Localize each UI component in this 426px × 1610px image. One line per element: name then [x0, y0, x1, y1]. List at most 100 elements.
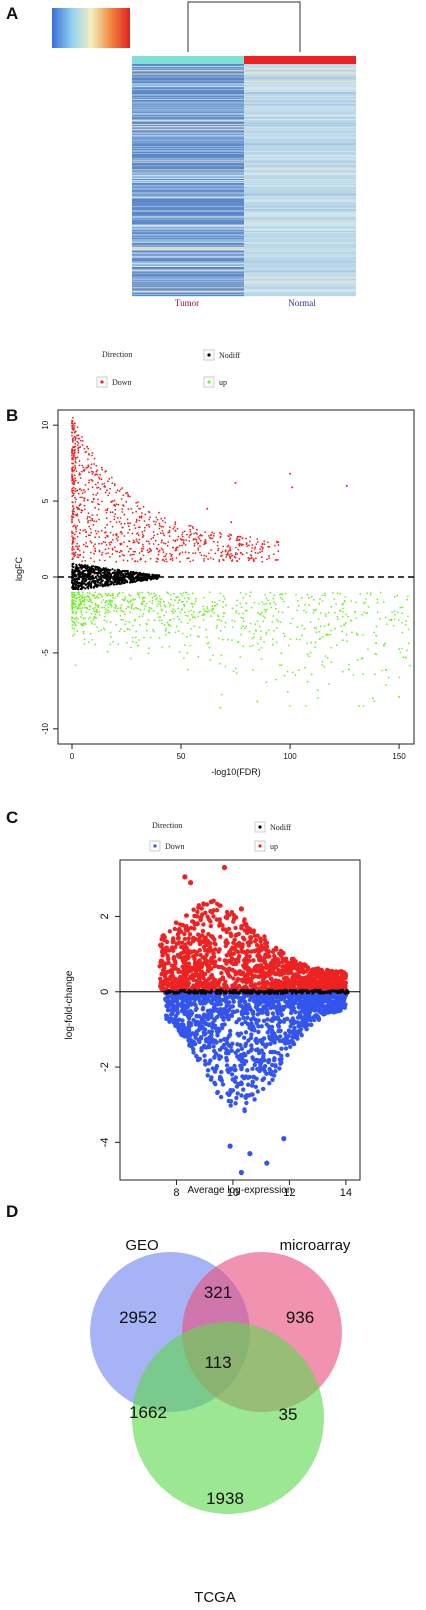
volcano-point-down — [112, 641, 114, 643]
volcano-point-down — [182, 592, 185, 594]
volcano-point-down — [190, 628, 193, 630]
volcano-point-up — [259, 548, 262, 551]
heatmap-row-normal — [244, 228, 356, 230]
volcano-point-down — [237, 612, 240, 615]
volcano-point-up — [158, 522, 161, 525]
heatmap-row-normal — [244, 150, 356, 152]
heatmap-row-normal — [244, 185, 356, 187]
volcano-point-up — [166, 544, 169, 547]
volcano-point-up — [188, 525, 191, 527]
volcano-point-up — [162, 551, 165, 554]
ma-point-up — [211, 951, 216, 956]
volcano-point-up — [71, 457, 74, 459]
volcano-point-down — [82, 600, 84, 603]
volcano-point-down — [304, 666, 306, 669]
volcano-point-down — [242, 617, 245, 620]
heatmap-row-normal — [244, 193, 356, 195]
volcano-point-down — [328, 683, 330, 685]
volcano-point-down — [193, 625, 196, 628]
volcano-point-nodiff — [90, 580, 94, 583]
heatmap-row-normal — [244, 210, 356, 213]
volcano-point-nodiff — [93, 572, 96, 575]
ma-point-up — [242, 918, 247, 924]
volcano-point-up — [115, 521, 118, 524]
heatmap-row-tumor — [132, 271, 244, 273]
volcano-point-down — [178, 651, 181, 653]
ma-point-up — [330, 976, 335, 982]
ma-point-up — [265, 948, 270, 953]
volcano-point-down — [253, 601, 256, 604]
volcano-point-down — [367, 648, 369, 650]
heatmap-row-tumor — [132, 74, 244, 76]
volcano-point-up — [104, 526, 107, 529]
volcano-point-down — [208, 646, 211, 649]
volcano-point-down — [318, 602, 321, 605]
tumor-group-bar — [132, 56, 244, 64]
volcano-point-up — [115, 560, 118, 563]
volcano-point-up — [119, 488, 122, 491]
volcano-point-down — [212, 608, 215, 611]
volcano-point-down — [104, 604, 107, 607]
volcano-point-up — [74, 448, 76, 451]
heatmap-row-normal — [244, 278, 356, 280]
heatmap-row-normal — [244, 146, 356, 148]
volcano-point-down — [142, 596, 144, 599]
volcano-point-down — [211, 610, 214, 613]
heatmap-row-tumor — [132, 270, 244, 273]
volcano-point-down — [90, 620, 93, 623]
volcano-point-nodiff — [132, 573, 135, 576]
volcano-point-up — [192, 559, 195, 562]
ma-point-up — [178, 929, 184, 934]
volcano-point-up — [177, 535, 180, 538]
volcano-point-up — [162, 549, 164, 551]
volcano-point-up — [75, 545, 77, 548]
volcano-point-up — [227, 544, 230, 547]
volcano-point-up — [235, 546, 237, 549]
heatmap-row-normal — [244, 67, 356, 70]
volcano-point-down — [373, 631, 375, 634]
volcano-point-down — [219, 629, 222, 632]
volcano-point-down — [163, 623, 166, 626]
heatmap-row-tumor — [132, 85, 244, 87]
volcano-point-outlier — [291, 486, 294, 489]
ma-point-up — [170, 938, 176, 944]
heatmap-row-normal — [244, 261, 356, 263]
volcano-point-up — [218, 559, 221, 561]
heatmap-row-normal — [244, 279, 356, 281]
volcano-point-up — [86, 517, 89, 520]
volcano-point-down — [145, 629, 148, 632]
volcano-point-up — [73, 474, 76, 477]
volcano-point-down — [108, 600, 110, 602]
heatmap-row-tumor — [132, 161, 244, 163]
volcano-point-up — [108, 478, 111, 480]
volcano-point-down — [87, 594, 89, 597]
volcano-point-down — [374, 652, 377, 655]
heatmap-row-normal — [244, 293, 356, 295]
volcano-point-up — [82, 529, 85, 532]
volcano-point-down — [239, 592, 242, 594]
volcano-point-down — [224, 621, 227, 624]
volcano-point-up — [98, 550, 101, 553]
heatmap-row-normal — [244, 248, 356, 250]
heatmap-row-normal — [244, 272, 356, 274]
ma-point-down — [276, 1051, 281, 1056]
volcano-point-down — [275, 678, 277, 681]
volcano-point-up — [204, 531, 207, 533]
heatmap-row-normal — [244, 90, 356, 92]
volcano-point-down — [72, 603, 75, 606]
volcano-point-up — [192, 527, 195, 529]
volcano-point-up — [230, 553, 232, 555]
volcano-point-up — [171, 553, 173, 556]
heatmap-row-normal — [244, 192, 356, 194]
volcano-point-down — [204, 610, 207, 613]
volcano-point-up — [123, 541, 125, 544]
volcano-point-down — [379, 617, 381, 620]
heatmap-row-normal — [244, 123, 356, 126]
heatmap-row-tumor — [132, 169, 244, 171]
heatmap-row-tumor — [132, 286, 244, 288]
volcano-point-down — [74, 664, 77, 667]
volcano-point-up — [84, 490, 86, 493]
ma-point-down — [296, 1023, 301, 1029]
volcano-point-down — [282, 600, 285, 603]
heatmap-row-tumor — [132, 65, 244, 68]
